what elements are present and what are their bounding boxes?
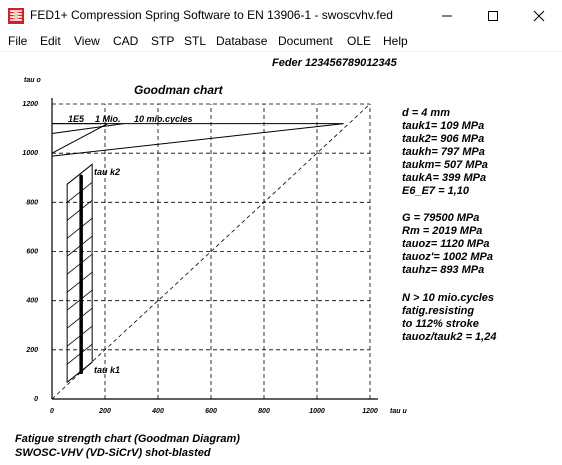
tauk1-point xyxy=(79,370,83,375)
feder-label: Feder 123456789012345 xyxy=(272,57,397,69)
info-tauhz: tauhz= 893 MPa xyxy=(402,264,485,276)
y-tick-label-3: 600 xyxy=(26,249,38,256)
y-tick-label-1: 200 xyxy=(25,347,38,354)
window-title: FED1+ Compression Spring Software to EN … xyxy=(30,8,393,22)
x-tick-labels: 0 200 400 600 800 1000 1200 xyxy=(50,408,378,415)
info-taukh: taukh= 797 MPa xyxy=(402,146,485,158)
footer-line-1: Fatigue strength chart (Goodman Diagram) xyxy=(15,433,240,445)
label-1e5: 1E5 xyxy=(68,114,85,124)
menu-help[interactable]: Help xyxy=(383,34,408,48)
y-axis-label: tau o xyxy=(24,77,41,84)
info-fatig: fatig.resisting xyxy=(402,305,475,317)
info-ratio: tauoz/tauk2 = 1,24 xyxy=(402,331,497,343)
x-tick-label-4: 800 xyxy=(258,408,270,415)
x-tick-label-6: 1200 xyxy=(362,408,378,415)
fatigue-region xyxy=(66,163,93,384)
info-d: d = 4 mm xyxy=(402,107,450,119)
menu-database[interactable]: Database xyxy=(216,34,268,48)
cycle-line-1 xyxy=(51,123,124,134)
menu-edit[interactable]: Edit xyxy=(40,34,61,48)
info-stroke: to 112% stroke xyxy=(402,318,479,330)
goodman-chart: Goodman chart tau o tau u 0 200 400 600 800 1… xyxy=(22,77,407,415)
x-tick-label-3: 600 xyxy=(205,408,217,415)
menu-document[interactable]: Document xyxy=(278,34,333,48)
info-cycles: N > 10 mio.cycles xyxy=(402,292,495,304)
x-tick-label-5: 1000 xyxy=(309,408,325,415)
chart-title: Goodman chart xyxy=(134,83,224,97)
minimize-icon xyxy=(442,15,452,16)
info-taukm: taukm= 507 MPa xyxy=(402,159,488,171)
hatch-line-0 xyxy=(66,163,93,185)
title-bar: FED1+ Compression Spring Software to EN … xyxy=(0,0,562,31)
chart-grid xyxy=(51,103,371,400)
y-tick-labels: 0 200 400 600 800 1000 1200 xyxy=(22,101,38,403)
menu-cad[interactable]: CAD xyxy=(113,34,139,48)
label-tauk2: tau k2 xyxy=(94,167,120,177)
info-tauk2: tauk2= 906 MPa xyxy=(402,133,485,145)
menu-bar: File Edit View CAD STP STL Database Docu… xyxy=(0,31,562,52)
x-axis-label: tau u xyxy=(390,408,407,415)
close-button[interactable] xyxy=(516,0,562,31)
y-tick-label-5: 1000 xyxy=(22,150,38,157)
close-icon xyxy=(533,10,545,21)
info-tauk1: tauk1= 109 MPa xyxy=(402,120,485,132)
y-tick-label-6: 1200 xyxy=(22,101,38,108)
document-view: Feder 123456789012345 Goodman chart tau … xyxy=(0,52,562,465)
y-tick-label-2: 400 xyxy=(25,298,38,305)
maximize-icon xyxy=(488,10,498,21)
y-tick-label-4: 800 xyxy=(26,199,38,206)
x-tick-label-0: 0 xyxy=(50,408,54,415)
label-1mio: 1 Mio. xyxy=(95,114,121,124)
label-tauk1: tau k1 xyxy=(94,365,120,375)
chart-axes xyxy=(51,98,378,400)
menu-stl[interactable]: STL xyxy=(184,34,207,48)
menu-stp[interactable]: STP xyxy=(151,34,175,48)
info-tauoz2: tauoz'= 1002 MPa xyxy=(402,251,493,263)
y-tick-label-0: 0 xyxy=(34,396,38,403)
x-tick-label-1: 200 xyxy=(98,408,111,415)
cycle-line-extra xyxy=(51,123,108,154)
app-spring-icon[interactable] xyxy=(8,8,24,24)
tauk2-point xyxy=(79,174,83,179)
menu-view[interactable]: View xyxy=(74,34,100,48)
footer-line-2: SWOSC-VHV (VD-SiCrV) shot-blasted xyxy=(15,447,211,459)
cycle-line-2 xyxy=(51,123,344,157)
info-e6e7: E6_E7 = 1,10 xyxy=(402,185,469,197)
label-10mio: 10 mio.cycles xyxy=(134,114,193,124)
diagonal-line xyxy=(51,103,371,400)
menu-file[interactable]: File xyxy=(8,34,28,48)
minimize-button[interactable] xyxy=(424,0,470,31)
info-taukA: taukA= 399 MPa xyxy=(402,172,487,184)
maximize-button[interactable] xyxy=(470,0,516,31)
menu-ole[interactable]: OLE xyxy=(347,34,372,48)
cycle-lines xyxy=(51,123,344,157)
info-tauoz: tauoz= 1120 MPa xyxy=(402,238,490,250)
info-g: G = 79500 MPa xyxy=(402,212,480,224)
info-rm: Rm = 2019 MPa xyxy=(402,225,483,237)
x-tick-label-2: 400 xyxy=(151,408,164,415)
